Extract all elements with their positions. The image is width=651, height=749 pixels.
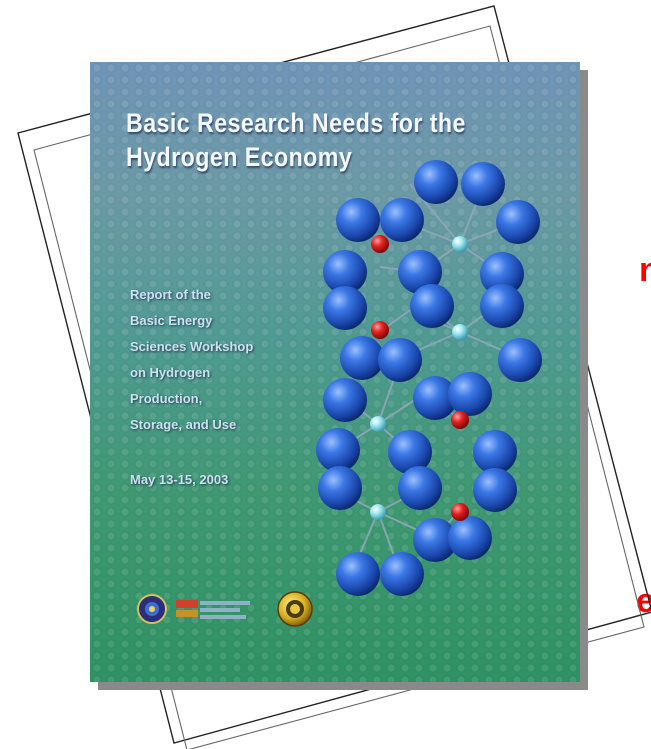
cover-texture	[90, 62, 580, 682]
cover-subtitle: Report of the Basic Energy Sciences Work…	[130, 282, 330, 438]
subtitle-line-5: Production,	[130, 391, 203, 406]
blue-atoms	[316, 160, 542, 596]
office-of-science-logo-icon	[176, 600, 250, 619]
cover-date: May 13-15, 2003	[130, 472, 229, 487]
subtitle-line-3: Sciences Workshop	[130, 339, 254, 354]
cyan-atoms	[370, 236, 468, 520]
red-atoms	[371, 235, 469, 521]
subtitle-line-1: Report of the	[130, 287, 211, 302]
subtitle-line-6: Storage, and Use	[130, 417, 237, 432]
cover-title-line-1: Basic Research Needs for the	[126, 108, 466, 138]
cover-title-line-2: Hydrogen Economy	[126, 142, 353, 172]
subtitle-line-2: Basic Energy	[130, 313, 213, 328]
doe-seal-icon	[137, 594, 167, 624]
cropped-letter-n: n	[639, 251, 651, 289]
report-cover: Basic Research Needs for the Hydrogen Ec…	[90, 62, 580, 682]
bes-seal-icon	[277, 591, 313, 627]
molecule-illustration	[137, 160, 542, 627]
subtitle-line-4: on Hydrogen	[130, 365, 211, 380]
cover-title: Basic Research Needs for the Hydrogen Ec…	[126, 106, 487, 174]
